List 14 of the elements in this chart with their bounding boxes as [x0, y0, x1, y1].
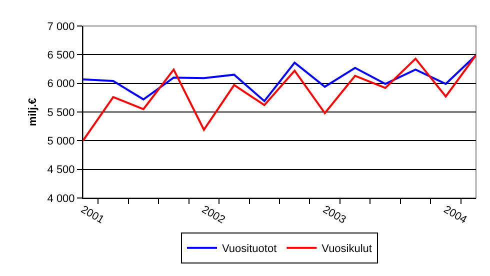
y-tick-label: 6 500	[47, 50, 75, 62]
legend-label: Vuosituotot	[222, 243, 277, 256]
y-axis-title: milj.€	[26, 98, 39, 126]
y-tick-label: 4 000	[47, 192, 75, 205]
x-tick-label: 2003	[320, 204, 348, 226]
y-tick-label: 5 500	[47, 106, 75, 119]
x-tick-label: 2002	[200, 204, 227, 226]
x-tick-label: 2004	[442, 204, 469, 226]
legend-label: Vuosikulut	[322, 243, 372, 256]
y-tick-label: 4 500	[47, 164, 75, 176]
y-tick-label: 7 000	[47, 20, 75, 33]
y-tick-label: 6 000	[47, 78, 75, 90]
y-tick-label: 5 000	[47, 136, 75, 148]
x-tick-label: 2001	[78, 204, 106, 226]
